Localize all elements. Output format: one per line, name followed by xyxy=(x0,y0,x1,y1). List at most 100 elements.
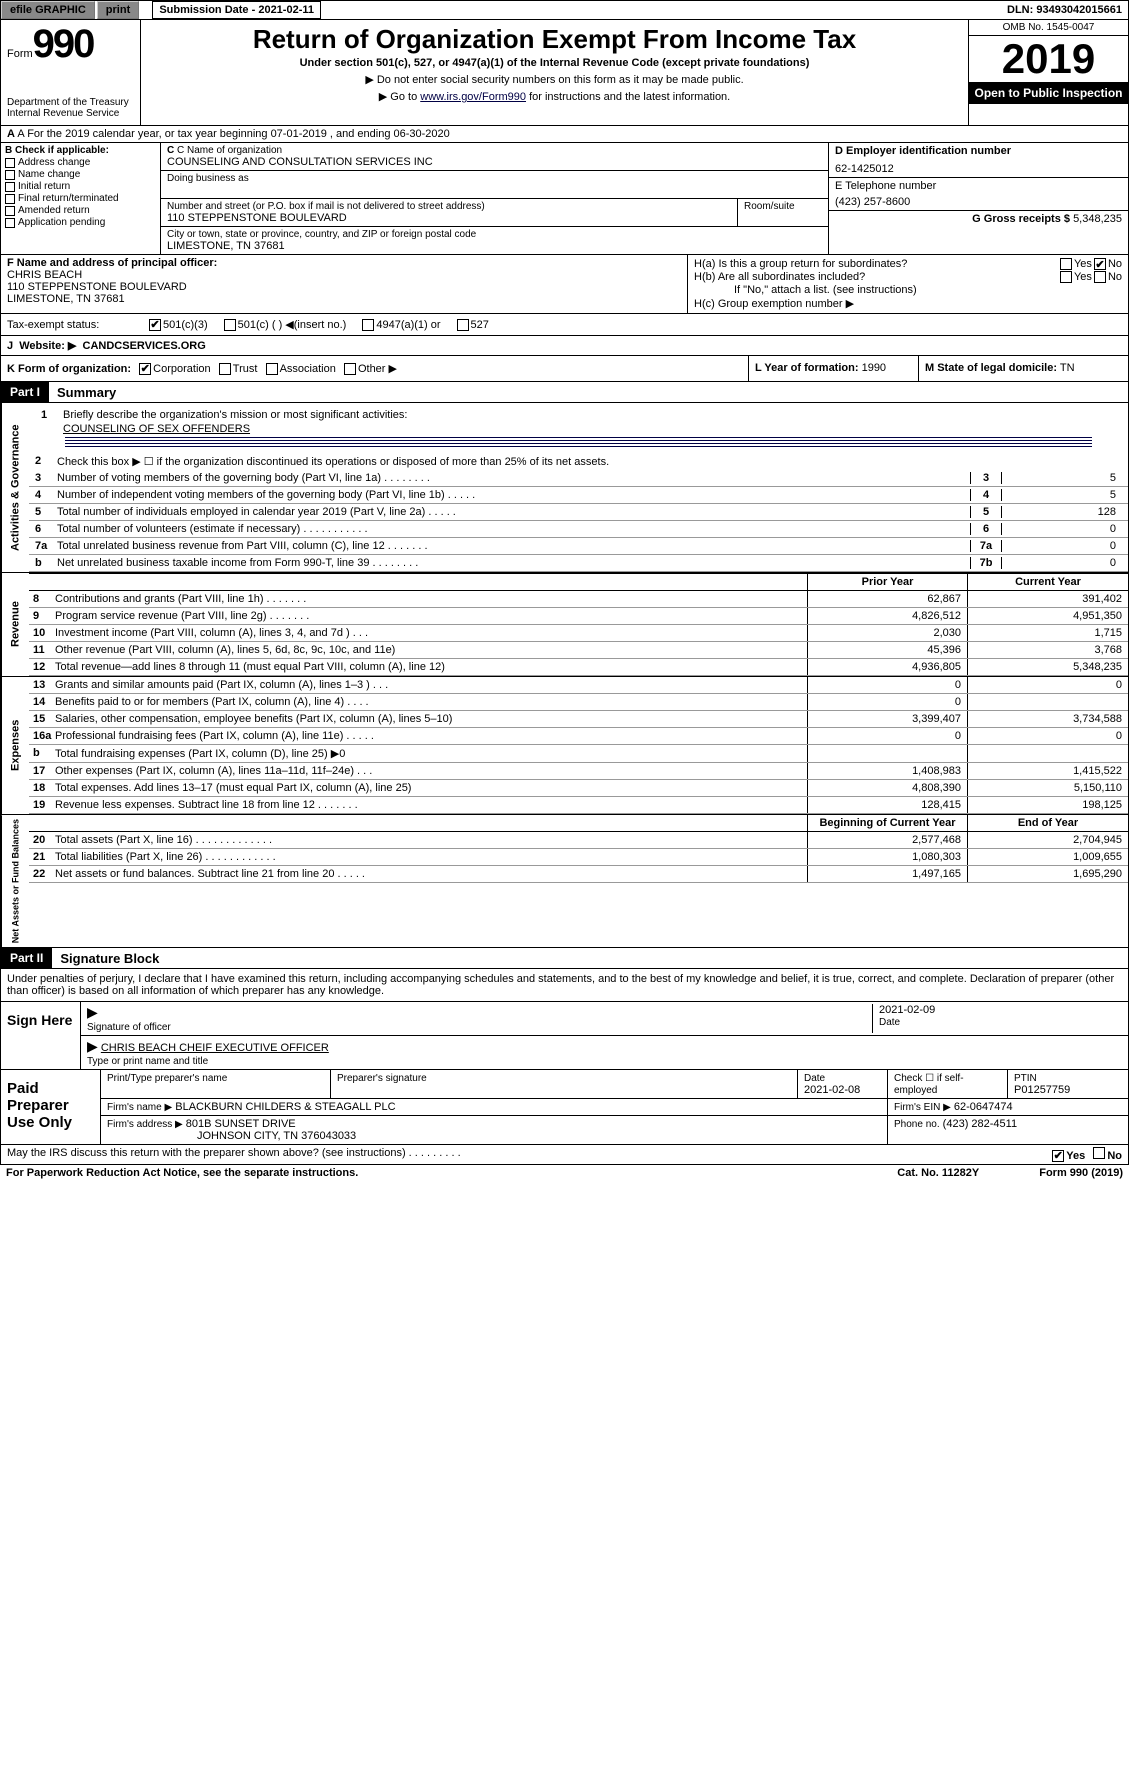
data-line: 8Contributions and grants (Part VIII, li… xyxy=(29,591,1128,608)
checkbox-address-change[interactable] xyxy=(5,158,15,168)
department-label: Department of the Treasury Internal Reve… xyxy=(7,97,134,119)
data-line: 21Total liabilities (Part X, line 26) . … xyxy=(29,849,1128,866)
officer-label: F Name and address of principal officer: xyxy=(7,257,217,269)
cat-no: Cat. No. 11282Y xyxy=(897,1167,979,1179)
org-city: LIMESTONE, TN 37681 xyxy=(167,240,822,252)
data-line: 22Net assets or fund balances. Subtract … xyxy=(29,866,1128,883)
col-current-year: Current Year xyxy=(968,574,1128,590)
checkbox-name-change[interactable] xyxy=(5,170,15,180)
gov-line: 7aTotal unrelated business revenue from … xyxy=(29,538,1128,555)
block-bcdeg: B Check if applicable: Address change Na… xyxy=(0,143,1129,255)
year-formation: 1990 xyxy=(862,362,886,374)
gross-receipts-label: G Gross receipts $ xyxy=(972,213,1070,225)
box-deg: D Employer identification number 62-1425… xyxy=(828,143,1128,254)
cb-trust[interactable] xyxy=(219,363,231,375)
sign-date: 2021-02-09 xyxy=(879,1004,935,1016)
dln: DLN: 93493042015661 xyxy=(1007,4,1128,16)
gov-line: 5Total number of individuals employed in… xyxy=(29,504,1128,521)
addr-label: Number and street (or P.O. box if mail i… xyxy=(167,201,731,212)
firm-city: JOHNSON CITY, TN 376043033 xyxy=(107,1130,356,1142)
hb-yes[interactable] xyxy=(1060,271,1072,283)
col-prior-year: Prior Year xyxy=(808,574,968,590)
side-expenses: Expenses xyxy=(1,677,29,814)
data-line: bTotal fundraising expenses (Part IX, co… xyxy=(29,745,1128,763)
row-klm: K Form of organization: Corporation Trus… xyxy=(0,356,1129,382)
q1-answer: COUNSELING OF SEX OFFENDERS xyxy=(35,423,1122,435)
gov-line: 4Number of independent voting members of… xyxy=(29,487,1128,504)
ein-value: 62-1425012 xyxy=(835,163,1122,175)
submission-date: Submission Date - 2021-02-11 xyxy=(152,1,321,19)
firm-phone: (423) 282-4511 xyxy=(943,1118,1017,1130)
discuss-yes[interactable] xyxy=(1052,1150,1064,1162)
cb-4947[interactable] xyxy=(362,319,374,331)
checkbox-application-pending[interactable] xyxy=(5,218,15,228)
print-button[interactable]: print xyxy=(97,1,139,19)
side-net-assets: Net Assets or Fund Balances xyxy=(1,815,29,947)
checkbox-initial-return[interactable] xyxy=(5,182,15,192)
firm-name: BLACKBURN CHILDERS & STEAGALL PLC xyxy=(175,1101,395,1113)
part2-header: Part II Signature Block xyxy=(0,948,1129,969)
checkbox-final-return[interactable] xyxy=(5,194,15,204)
cb-527[interactable] xyxy=(457,319,469,331)
tax-year: 2019 xyxy=(969,36,1128,82)
ein-label: D Employer identification number xyxy=(835,145,1011,157)
dba-label: Doing business as xyxy=(167,173,822,184)
ptin: P01257759 xyxy=(1014,1084,1070,1096)
h-b-label: H(b) Are all subordinates included? xyxy=(694,271,1058,283)
box-b-checkboxes: B Check if applicable: Address change Na… xyxy=(1,143,161,254)
irs-link[interactable]: www.irs.gov/Form990 xyxy=(420,91,526,103)
firm-addr: 801B SUNSET DRIVE xyxy=(186,1118,296,1130)
gov-line: 6Total number of volunteers (estimate if… xyxy=(29,521,1128,538)
officer-addr2: LIMESTONE, TN 37681 xyxy=(7,293,125,305)
room-suite-label: Room/suite xyxy=(738,199,828,226)
box-c-name-address: C C Name of organization COUNSELING AND … xyxy=(161,143,828,254)
sign-here-block: Sign Here ▶Signature of officer 2021-02-… xyxy=(0,1002,1129,1070)
website[interactable]: CANDCSERVICES.ORG xyxy=(83,340,206,352)
ha-no[interactable] xyxy=(1094,258,1106,270)
data-line: 17Other expenses (Part IX, column (A), l… xyxy=(29,763,1128,780)
phone-value: (423) 257-8600 xyxy=(835,196,1122,208)
footer-question: May the IRS discuss this return with the… xyxy=(0,1145,1129,1165)
form-note-1: ▶ Do not enter social security numbers o… xyxy=(147,73,962,86)
efile-button[interactable]: efile GRAPHIC xyxy=(1,1,95,19)
data-line: 12Total revenue—add lines 8 through 11 (… xyxy=(29,659,1128,676)
q1-label: Briefly describe the organization's miss… xyxy=(63,409,1116,421)
data-line: 18Total expenses. Add lines 13–17 (must … xyxy=(29,780,1128,797)
form-note-2: ▶ Go to www.irs.gov/Form990 for instruct… xyxy=(147,90,962,103)
cb-501c3[interactable] xyxy=(149,319,161,331)
declaration: Under penalties of perjury, I declare th… xyxy=(0,969,1129,1002)
state-domicile: TN xyxy=(1060,362,1075,374)
hb-no[interactable] xyxy=(1094,271,1106,283)
q2-label: Check this box ▶ ☐ if the organization d… xyxy=(57,455,1122,468)
discuss-no[interactable] xyxy=(1093,1147,1105,1159)
gross-receipts: 5,348,235 xyxy=(1073,213,1122,225)
tax-exempt-status: Tax-exempt status: 501(c)(3) 501(c) ( ) … xyxy=(0,314,1129,336)
cb-501c[interactable] xyxy=(224,319,236,331)
cb-other[interactable] xyxy=(344,363,356,375)
sign-here-label: Sign Here xyxy=(1,1002,81,1069)
gov-line: 3Number of voting members of the governi… xyxy=(29,470,1128,487)
org-name: COUNSELING AND CONSULTATION SERVICES INC xyxy=(167,156,822,168)
cb-corp[interactable] xyxy=(139,363,151,375)
ha-yes[interactable] xyxy=(1060,258,1072,270)
website-row: J Website: ▶ CANDCSERVICES.ORG xyxy=(0,336,1129,356)
cb-assoc[interactable] xyxy=(266,363,278,375)
data-line: 14Benefits paid to or for members (Part … xyxy=(29,694,1128,711)
self-employed-cb[interactable]: Check ☐ if self-employed xyxy=(894,1073,964,1096)
paperwork-notice: For Paperwork Reduction Act Notice, see … xyxy=(0,1165,1129,1181)
row-fh: F Name and address of principal officer:… xyxy=(0,255,1129,314)
checkbox-amended[interactable] xyxy=(5,206,15,216)
open-to-public: Open to Public Inspection xyxy=(969,82,1128,104)
col-beginning-year: Beginning of Current Year xyxy=(808,815,968,831)
form-subtitle: Under section 501(c), 527, or 4947(a)(1)… xyxy=(147,57,962,69)
phone-label: E Telephone number xyxy=(835,180,1122,192)
h-ifno: If "No," attach a list. (see instruction… xyxy=(734,284,917,296)
city-label: City or town, state or province, country… xyxy=(167,229,822,240)
org-address: 110 STEPPENSTONE BOULEVARD xyxy=(167,212,731,224)
h-a-label: H(a) Is this a group return for subordin… xyxy=(694,258,1058,270)
part1-revenue: Revenue Prior Year Current Year 8Contrib… xyxy=(0,573,1129,677)
part1-net-assets: Net Assets or Fund Balances Beginning of… xyxy=(0,815,1129,948)
paid-preparer-block: Paid Preparer Use Only Print/Type prepar… xyxy=(0,1070,1129,1145)
omb-number: OMB No. 1545-0047 xyxy=(969,20,1128,36)
topbar: efile GRAPHIC print Submission Date - 20… xyxy=(0,0,1129,20)
